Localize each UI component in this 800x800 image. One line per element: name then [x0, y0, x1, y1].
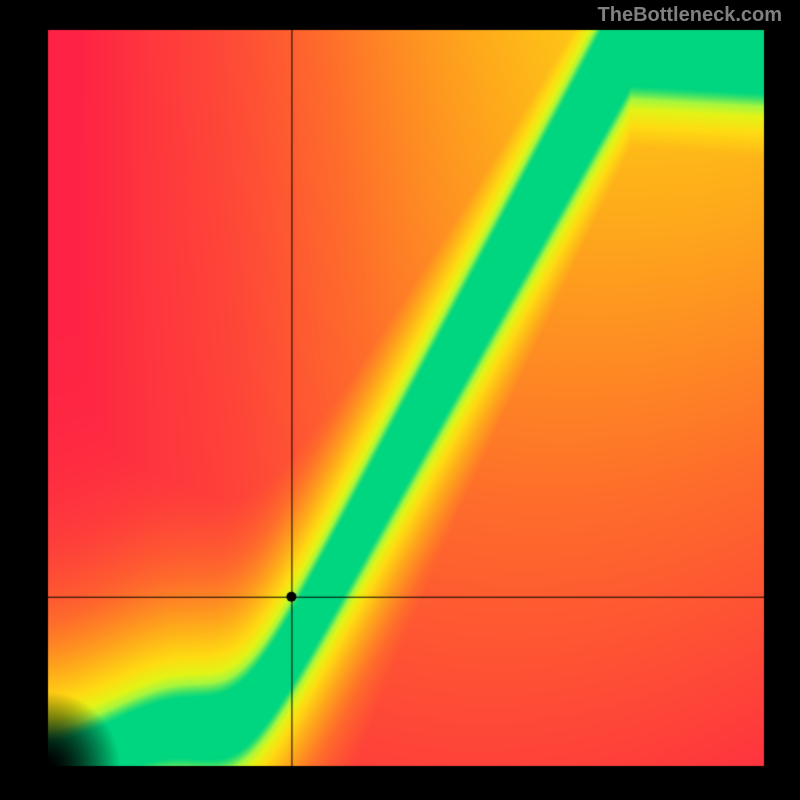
heatmap-canvas: [0, 0, 800, 800]
chart-container: TheBottleneck.com: [0, 0, 800, 800]
attribution-label: TheBottleneck.com: [598, 4, 782, 27]
